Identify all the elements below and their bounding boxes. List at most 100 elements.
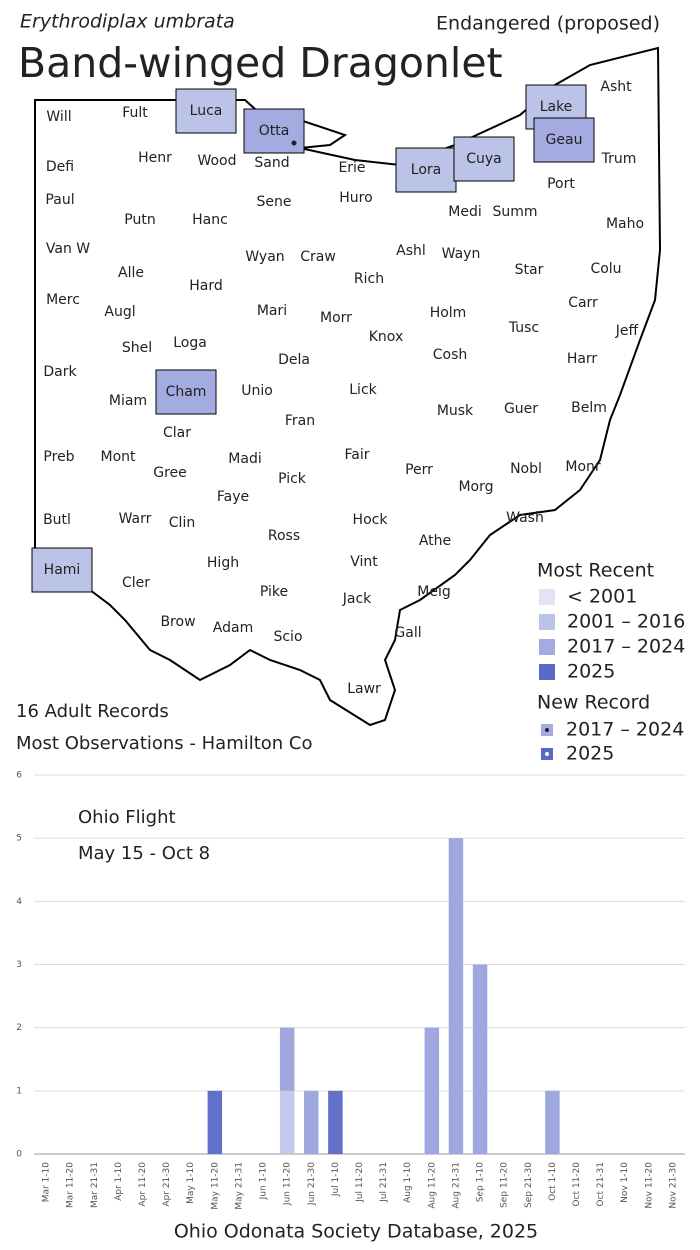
x-tick-label: Jun 11-20 bbox=[283, 1162, 293, 1206]
county-label: Morr bbox=[320, 310, 352, 326]
county-label: Hanc bbox=[192, 212, 228, 228]
county-label: Dela bbox=[278, 352, 310, 368]
county-fill bbox=[243, 108, 305, 154]
county-label: Cosh bbox=[433, 347, 468, 363]
bar bbox=[424, 1027, 440, 1154]
county-label: Otta bbox=[259, 123, 290, 139]
x-tick-label: Aug 11-20 bbox=[427, 1162, 437, 1209]
county-label: Merc bbox=[46, 292, 80, 308]
x-tick-label: May 21-31 bbox=[234, 1162, 244, 1210]
bar bbox=[304, 1090, 319, 1154]
county-label: Faye bbox=[217, 489, 249, 505]
county-label: Hock bbox=[353, 512, 389, 528]
county-label: Hami bbox=[44, 562, 81, 578]
bar bbox=[207, 1090, 223, 1154]
county-label: Lick bbox=[349, 382, 377, 398]
county-label: Van W bbox=[46, 241, 90, 257]
county-label: Erie bbox=[338, 160, 365, 176]
legend-swatch bbox=[539, 589, 555, 605]
title: Band-winged Dragonlet bbox=[18, 39, 503, 87]
legend-label: 2001 – 2016 bbox=[567, 611, 685, 633]
x-tick-label: Nov 11-20 bbox=[644, 1162, 654, 1209]
county-label: Henr bbox=[138, 150, 172, 166]
county-label: Ross bbox=[268, 528, 300, 544]
x-tick-label: Jul 11-20 bbox=[355, 1162, 365, 1203]
chart-annotation: May 15 - Oct 8 bbox=[78, 843, 210, 864]
county-label: Monr bbox=[565, 459, 601, 475]
y-tick-label: 0 bbox=[16, 1150, 22, 1160]
county-label: Guer bbox=[504, 401, 538, 417]
county-label: Knox bbox=[369, 329, 403, 345]
county-label: Brow bbox=[160, 614, 195, 630]
county-label: Paul bbox=[45, 192, 74, 208]
x-tick-label: Aug 21-31 bbox=[451, 1162, 461, 1209]
y-tick-label: 1 bbox=[16, 1086, 22, 1096]
county-label: Fult bbox=[122, 105, 148, 121]
county-fill bbox=[453, 136, 515, 182]
county-label: Morg bbox=[458, 479, 493, 495]
bar bbox=[448, 838, 464, 1154]
county-label: Shel bbox=[122, 340, 152, 356]
x-tick-label: Sep 11-20 bbox=[500, 1162, 510, 1208]
legend-swatch bbox=[539, 614, 555, 630]
bar bbox=[545, 1090, 560, 1154]
county-label: Gree bbox=[153, 465, 187, 481]
bar bbox=[472, 964, 488, 1154]
county-fill bbox=[155, 369, 217, 415]
county-label: Warr bbox=[119, 511, 152, 527]
x-tick-label: Mar 11-20 bbox=[66, 1162, 76, 1208]
county-label: Sand bbox=[254, 155, 289, 171]
county-label: Craw bbox=[300, 249, 336, 265]
county-fill bbox=[31, 547, 93, 593]
county-label: High bbox=[207, 555, 239, 571]
county-label: Colu bbox=[590, 261, 621, 277]
x-tick-label: Jun 1-10 bbox=[259, 1162, 269, 1201]
new-record-dot bbox=[291, 140, 297, 146]
y-tick-label: 5 bbox=[16, 834, 22, 844]
county-label: Lake bbox=[540, 99, 573, 115]
county-label: Adam bbox=[213, 620, 253, 636]
county-label: Nobl bbox=[510, 461, 542, 477]
county-label: Defi bbox=[46, 159, 74, 175]
y-tick-label: 4 bbox=[16, 897, 22, 907]
county-label: Holm bbox=[430, 305, 467, 321]
county-label: Maho bbox=[606, 216, 644, 232]
county-label: Jeff bbox=[615, 323, 639, 339]
county-label: Augl bbox=[104, 304, 135, 320]
legend-label: < 2001 bbox=[567, 586, 637, 608]
county-label: Harr bbox=[567, 351, 598, 367]
county-fill bbox=[175, 88, 237, 134]
county-label: Ashl bbox=[396, 243, 426, 259]
county-label: Carr bbox=[568, 295, 598, 311]
county-label: Hard bbox=[189, 278, 223, 294]
county-label: Mari bbox=[257, 303, 287, 319]
x-tick-label: Oct 21-31 bbox=[596, 1162, 606, 1207]
y-tick-label: 2 bbox=[16, 1023, 22, 1033]
county-label: Butl bbox=[43, 512, 71, 528]
county-label: Scio bbox=[273, 629, 302, 645]
county-label: Gall bbox=[394, 625, 421, 641]
x-tick-label: Jul 21-31 bbox=[379, 1162, 389, 1203]
county-label: Cler bbox=[122, 575, 150, 591]
county-fill bbox=[533, 117, 595, 163]
county-label: Dark bbox=[43, 364, 77, 380]
legend-label: 2025 bbox=[567, 661, 615, 683]
x-tick-label: May 1-10 bbox=[186, 1162, 196, 1204]
county-map: Will Fult Luca Otta Lake Asht Defi Henr Wood Sand… bbox=[31, 79, 644, 697]
y-tick-label: 3 bbox=[16, 960, 22, 970]
x-tick-label: Nov 21-30 bbox=[668, 1162, 678, 1209]
flight-chart: 0 1 2 3 4 5 6 Ohio Flight May 15 - Oct 8 Mar 1-10… bbox=[16, 771, 685, 1210]
legend-label: 2025 bbox=[566, 743, 614, 765]
county-label: Port bbox=[547, 176, 575, 192]
legend-dot bbox=[545, 752, 549, 756]
county-label: Alle bbox=[118, 265, 144, 281]
bar bbox=[279, 1027, 295, 1091]
county-label: Pike bbox=[260, 584, 288, 600]
county-label: Putn bbox=[124, 212, 155, 228]
county-label: Jack bbox=[342, 591, 372, 607]
county-label: Geau bbox=[546, 132, 583, 148]
x-tick-label: Apr 11-20 bbox=[138, 1162, 148, 1207]
county-label: Will bbox=[46, 109, 71, 125]
legend-swatch bbox=[539, 664, 555, 680]
